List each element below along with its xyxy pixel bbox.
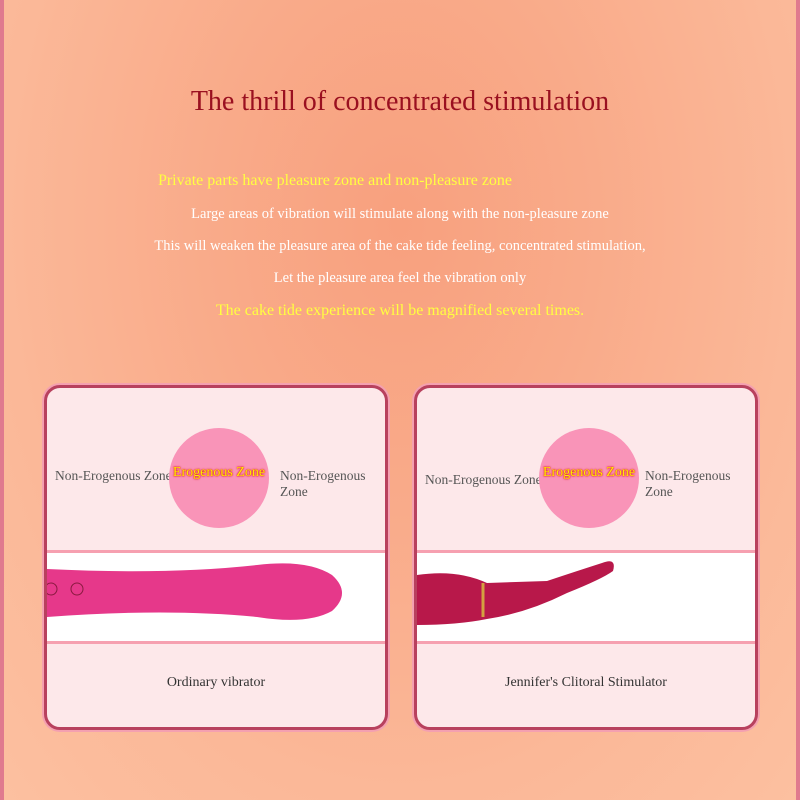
ordinary-vibrator-card: Non-Erogenous Zone Erogenous Zone Non-Er… <box>44 385 388 730</box>
text-line-1: Private parts have pleasure zone and non… <box>157 172 513 189</box>
non-erogenous-left: Non-Erogenous Zone <box>425 472 542 487</box>
page-title: The thrill of concentrated stimulation <box>190 86 610 117</box>
left-border <box>0 0 4 800</box>
stimulator-image <box>417 561 614 625</box>
non-erogenous-right: Non-Erogenous Zone <box>645 468 731 499</box>
text-line-5: The cake tide experience will be magnifi… <box>215 302 585 319</box>
right-border <box>796 0 800 800</box>
erogenous-label: Erogenous Zone <box>172 465 266 480</box>
text-line-3: This will weaken the pleasure area of th… <box>154 238 646 254</box>
vibrator-image <box>47 563 342 620</box>
card-caption: Jennifer's Clitoral Stimulator <box>505 675 667 690</box>
tissue-band <box>417 550 755 644</box>
erogenous-label: Erogenous Zone <box>542 465 636 480</box>
non-erogenous-right: Non-Erogenous Zone <box>280 468 366 499</box>
tissue-band <box>47 550 385 644</box>
clitoral-stimulator-card: Non-Erogenous Zone Erogenous Zone Non-Er… <box>414 385 758 730</box>
non-erogenous-left: Non-Erogenous Zone <box>55 468 172 483</box>
erogenous-circle <box>539 428 639 528</box>
erogenous-circle <box>169 428 269 528</box>
text-line-4: Let the pleasure area feel the vibration… <box>273 270 527 286</box>
text-line-2: Large areas of vibration will stimulate … <box>191 206 609 222</box>
card-caption: Ordinary vibrator <box>166 675 266 690</box>
